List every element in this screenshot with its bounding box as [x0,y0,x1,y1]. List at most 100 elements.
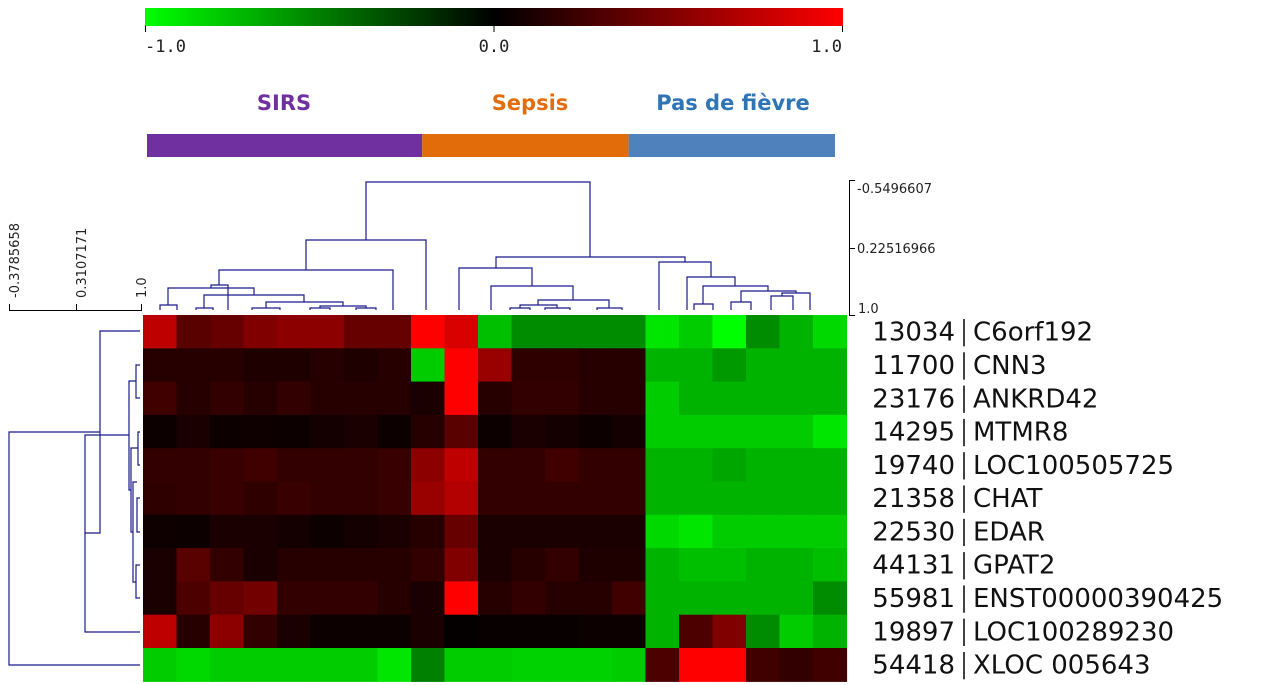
heatmap-cell [712,481,747,516]
heatmap-cell [444,481,479,516]
heatmap-cell [277,381,312,416]
heatmap-cell [511,381,546,416]
color-scale-max-label: 1.0 [811,37,842,57]
heatmap-cell [444,448,479,483]
heatmap-cell [478,648,513,682]
column-dendrogram-link [730,301,752,310]
heatmap-cell [645,581,680,616]
heatmap-cell [779,614,814,649]
heatmap-cell [545,581,580,616]
heatmap-cell [277,315,312,349]
row-dendrogram-link [128,380,136,491]
heatmap-cell [578,414,613,449]
heatmap-cell [813,514,848,549]
heatmap-cell [511,481,546,516]
heatmap-cell [478,414,513,449]
heatmap-cell [210,581,245,616]
group-bar-1 [147,134,423,157]
heatmap-cell [545,648,580,682]
row-gene-label: ANKRD42 [973,384,1098,414]
heatmap-cell [310,348,345,383]
row-id-label: 19897 [872,617,955,647]
heatmap-cell [712,581,747,616]
heatmap-cell [176,348,211,383]
column-dendrogram-link [495,256,686,268]
heatmap-cell [243,548,278,582]
row-id-label: 54418 [872,651,955,681]
heatmap-cell [143,414,178,449]
group-label-sirs: SIRS [257,91,311,115]
color-scale-min-label: -1.0 [145,37,186,57]
heatmap-cell [344,614,379,649]
heatmap-cell [277,614,312,649]
heatmap-cell [545,414,580,449]
heatmap-cell [779,348,814,383]
heatmap-cell [511,448,546,483]
heatmap-cell [511,614,546,649]
heatmap-cell [578,514,613,549]
heatmap-cell [377,448,412,483]
heatmap-cell [143,315,178,349]
heatmap-cell [813,548,848,582]
heatmap-cell [310,414,345,449]
row-id-label: 11700 [872,351,955,381]
heatmap-cell [344,581,379,616]
heatmap-cell [478,614,513,649]
column-dendrogram-link [770,295,794,310]
heatmap-cell [143,381,178,416]
heatmap-cell [578,381,613,416]
heatmap-cell [813,648,848,682]
heatmap-cell [478,348,513,383]
heatmap-cell [645,614,680,649]
group-label-sepsis: Sepsis [492,91,569,115]
heatmap-cell [578,315,613,349]
heatmap-cell [545,381,580,416]
column-dendrogram [159,181,811,310]
column-scale-bottom: 1.0 [858,302,879,317]
heatmap-cell [679,481,714,516]
heatmap-cell [679,581,714,616]
heatmap-cell [746,381,781,416]
heatmap-cell [645,548,680,582]
group-color-bar [147,134,835,157]
row-id-label: 22530 [872,517,955,547]
heatmap-cell [411,514,446,549]
heatmap-cell [813,581,848,616]
heatmap-cell [712,614,747,649]
heatmap-cell [612,514,647,549]
row-gene-label: CHAT [973,484,1042,514]
column-dendrogram-link [365,181,591,257]
row-scale-left: -0.3785658 [8,223,23,298]
heatmap-cell [746,548,781,582]
heatmap-cell [277,348,312,383]
heatmap-cell [645,481,680,516]
row-gene-label: MTMR8 [973,418,1068,448]
column-dendrogram-link [702,285,769,304]
heatmap-cell [779,381,814,416]
heatmap-cell [578,448,613,483]
heatmap-cell [176,581,211,616]
heatmap-cell [612,381,647,416]
column-dendrogram-scale: -0.5496607 0.22516966 1.0 [849,180,936,317]
heatmap-cell [210,414,245,449]
color-scale-ticks [145,26,843,32]
column-dendrogram-link [537,299,610,308]
row-id-label: 13034 [872,318,955,348]
row-gene-label: EDAR [973,517,1045,547]
heatmap-cell [545,514,580,549]
heatmap-cell [679,315,714,349]
heatmap-cell [478,481,513,516]
row-dendrogram-link [135,564,140,599]
heatmap-cell [545,315,580,349]
heatmap-cell [511,414,546,449]
row-gene-label: C6orf192 [973,318,1093,348]
heatmap-cell [243,348,278,383]
heatmap-cell [444,514,479,549]
heatmap-cell [779,514,814,549]
heatmap-cell [143,581,178,616]
heatmap-cell [779,315,814,349]
heatmap-cell [143,614,178,649]
heatmap-cell [210,614,245,649]
heatmap-cell [176,481,211,516]
